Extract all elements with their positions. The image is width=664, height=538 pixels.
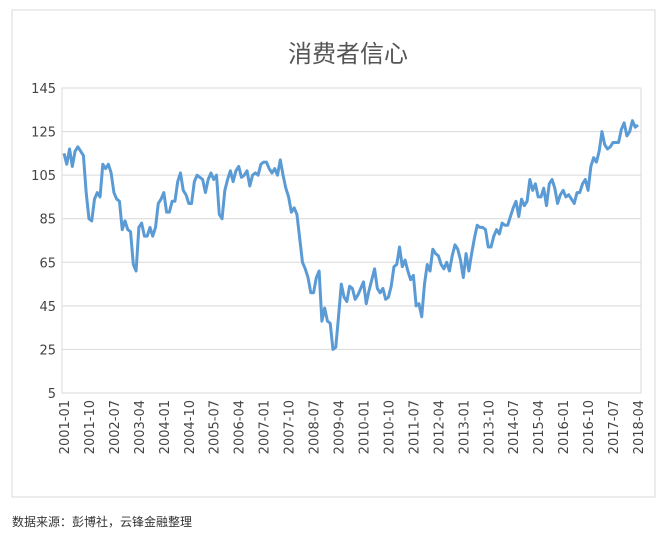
x-tick-label: 2002-07	[108, 400, 123, 454]
x-tick-label: 2017-07	[607, 400, 622, 454]
y-tick-label: 125	[31, 126, 56, 141]
chart-title: 消费者信心	[288, 40, 408, 68]
x-tick-label: 2013-10	[482, 400, 497, 454]
x-tick-label: 2010-01	[357, 400, 372, 454]
x-tick-label: 2001-10	[83, 400, 98, 454]
y-tick-label: 105	[31, 169, 56, 184]
x-tick-label: 2007-10	[283, 400, 298, 454]
x-tick-label: 2009-04	[333, 400, 348, 454]
x-tick-label: 2018-04	[632, 400, 647, 454]
chart-frame	[11, 9, 656, 498]
x-tick-label: 2011-07	[407, 400, 422, 454]
data-line	[62, 119, 639, 351]
y-tick-label: 85	[39, 213, 56, 228]
x-tick-label: 2010-10	[382, 400, 397, 454]
y-tick-label: 5	[48, 387, 56, 402]
x-tick-label: 2001-01	[58, 400, 73, 454]
x-tick-label: 2007-01	[258, 400, 273, 454]
x-tick-label: 2013-01	[457, 400, 472, 454]
x-tick-label: 2003-04	[133, 400, 148, 454]
x-tick-label: 2004-10	[183, 400, 198, 454]
x-tick-label: 2004-01	[158, 400, 173, 454]
x-tick-label: 2008-07	[308, 400, 323, 454]
y-tick-label: 145	[31, 82, 56, 97]
y-tick-label: 65	[39, 256, 56, 271]
source-note: 数据来源：彭博社，云锋金融整理	[12, 514, 192, 529]
x-tick-label: 2015-04	[532, 400, 547, 454]
x-tick-label: 2012-04	[432, 400, 447, 454]
x-tick-label: 2014-07	[507, 400, 522, 454]
x-tick-label: 2016-01	[557, 400, 572, 454]
y-tick-label: 45	[39, 300, 56, 315]
y-tick-label: 25	[39, 343, 56, 358]
x-tick-label: 2006-04	[233, 400, 248, 454]
x-tick-label: 2016-10	[582, 400, 597, 454]
x-tick-label: 2005-07	[208, 400, 223, 454]
